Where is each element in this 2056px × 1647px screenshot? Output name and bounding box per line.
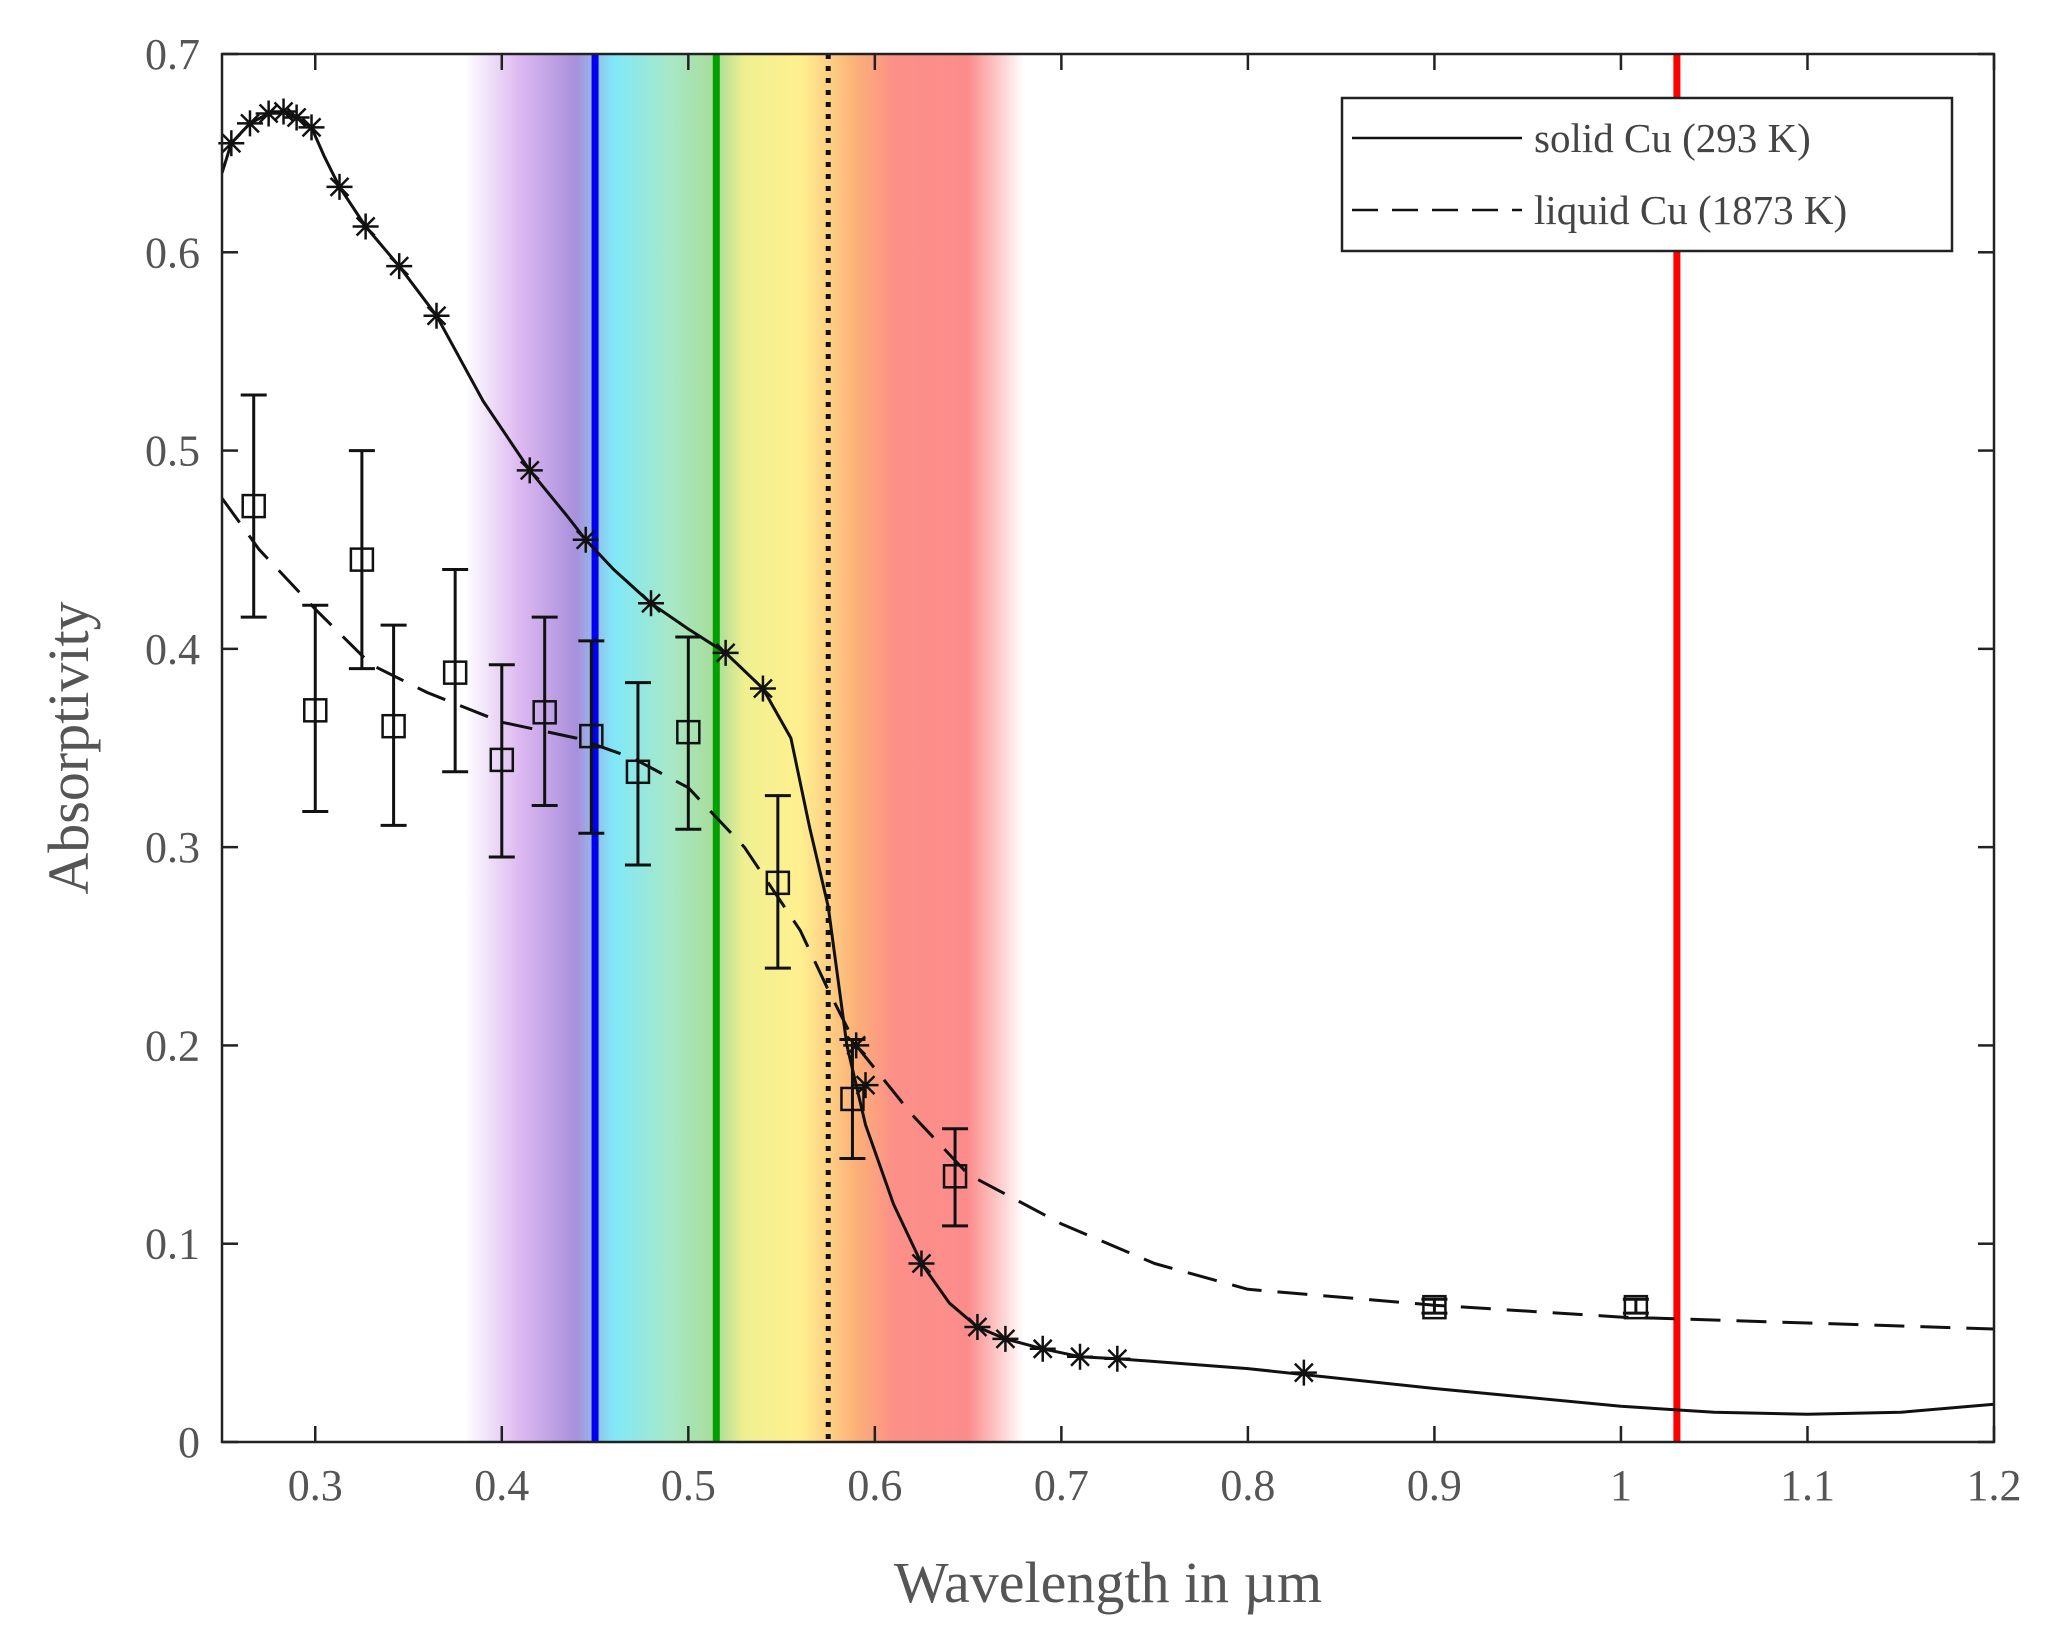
solid-cu-marker [1029, 1335, 1056, 1362]
measured-point-square [625, 759, 651, 785]
y-tick-label: 0.6 [145, 228, 200, 277]
solid-cu-marker [749, 675, 776, 702]
measured-point-square [942, 1164, 968, 1189]
legend-box [1340, 96, 1954, 253]
x-tick-label: 1.1 [1780, 1461, 1835, 1510]
x-tick-label: 1 [1610, 1461, 1632, 1510]
measured-point [531, 615, 558, 808]
solid-cu-marker [516, 457, 543, 484]
measured-point-square [489, 747, 515, 773]
x-tick-label: 0.6 [847, 1461, 902, 1510]
measured-point [442, 568, 469, 774]
measured-point-square [840, 1086, 865, 1112]
measured-point [839, 1037, 866, 1160]
visible-spectrum-band [464, 54, 1025, 1442]
measured-point-square [579, 723, 604, 749]
measured-point-square [1422, 1294, 1447, 1320]
measured-points-layer [240, 393, 1649, 1320]
x-tick-label: 0.8 [1220, 1461, 1275, 1510]
solid-cu-marker [1067, 1343, 1094, 1370]
x-tick-labels: 0.3 0.4 0.5 0.6 0.7 0.8 0.9 1 1.1 1.2 [288, 1461, 2022, 1510]
liquid-cu-curve [222, 497, 1994, 1331]
x-tick-label: 0.3 [288, 1461, 343, 1510]
solid-cu-marker [352, 213, 379, 240]
measured-point [488, 663, 515, 859]
y-tick-label: 0.1 [145, 1220, 200, 1269]
solid-cu-marker [236, 110, 263, 137]
y-tick-label: 0.2 [145, 1021, 200, 1070]
measured-point [240, 393, 267, 619]
solid-cu-marker [283, 104, 310, 131]
measured-point-square [241, 493, 266, 519]
y-tick-label: 0.5 [145, 427, 200, 476]
axis-ticks [222, 52, 1996, 1444]
y-tick-labels: 0 0.1 0.2 0.3 0.4 0.5 0.6 0.7 [145, 30, 200, 1467]
x-tick-label: 0.4 [474, 1461, 529, 1510]
measured-point-square [1623, 1294, 1649, 1320]
measured-point [1421, 1294, 1448, 1320]
y-tick-label: 0.7 [145, 30, 200, 79]
solid-cu-marker [964, 1313, 991, 1340]
measured-point [348, 449, 375, 671]
solid-cu-marker [1290, 1359, 1317, 1386]
solid-cu-marker [992, 1325, 1019, 1352]
x-tick-label: 0.5 [661, 1461, 716, 1510]
marker-layer [218, 98, 1317, 1386]
measured-point [675, 635, 702, 831]
legend: solid Cu (293 K) liquid Cu (1873 K) [1340, 96, 1954, 253]
measured-point [764, 794, 791, 970]
solid-cu-marker [386, 253, 413, 280]
x-tick-label: 1.2 [1967, 1461, 2022, 1510]
solid-cu-marker [712, 639, 739, 666]
solid-cu-marker [852, 1072, 879, 1099]
y-tick-label: 0 [178, 1418, 200, 1467]
x-tick-label: 0.9 [1407, 1461, 1462, 1510]
measured-point-square [442, 660, 468, 685]
solid-cu-marker [298, 114, 325, 141]
measured-point [302, 603, 329, 813]
solid-cu-marker [1104, 1345, 1131, 1372]
solid-cu-marker [326, 173, 353, 200]
solid-cu-marker [423, 302, 450, 329]
y-axis-title: Absorptivity [36, 601, 101, 894]
solid-cu-marker [843, 1032, 870, 1059]
measured-point-square [676, 719, 701, 745]
measured-point-square [303, 698, 328, 723]
x-axis-title: Wavelength in µm [894, 1550, 1322, 1615]
legend-label-liquid: liquid Cu (1873 K) [1534, 187, 1847, 233]
measured-point [578, 639, 605, 835]
measured-point [942, 1127, 969, 1228]
solid-cu-marker [218, 130, 245, 157]
solid-cu-marker [270, 98, 297, 125]
measured-point-square [349, 547, 375, 572]
measured-point [380, 623, 407, 827]
measured-point-square [381, 713, 406, 739]
measured-point [624, 681, 651, 867]
solid-cu-marker [255, 100, 282, 127]
y-tick-label: 0.4 [145, 625, 200, 674]
y-tick-label: 0.3 [145, 823, 200, 872]
solid-cu-marker [638, 590, 665, 617]
solid-cu-marker [908, 1250, 935, 1277]
x-tick-label: 0.7 [1034, 1461, 1089, 1510]
plot-frame [220, 52, 1996, 1444]
legend-label-solid: solid Cu (293 K) [1534, 115, 1811, 161]
measured-point-square [532, 700, 557, 725]
solid-cu-marker [572, 526, 599, 553]
measured-point-square [765, 870, 791, 896]
measured-point [1622, 1294, 1649, 1320]
